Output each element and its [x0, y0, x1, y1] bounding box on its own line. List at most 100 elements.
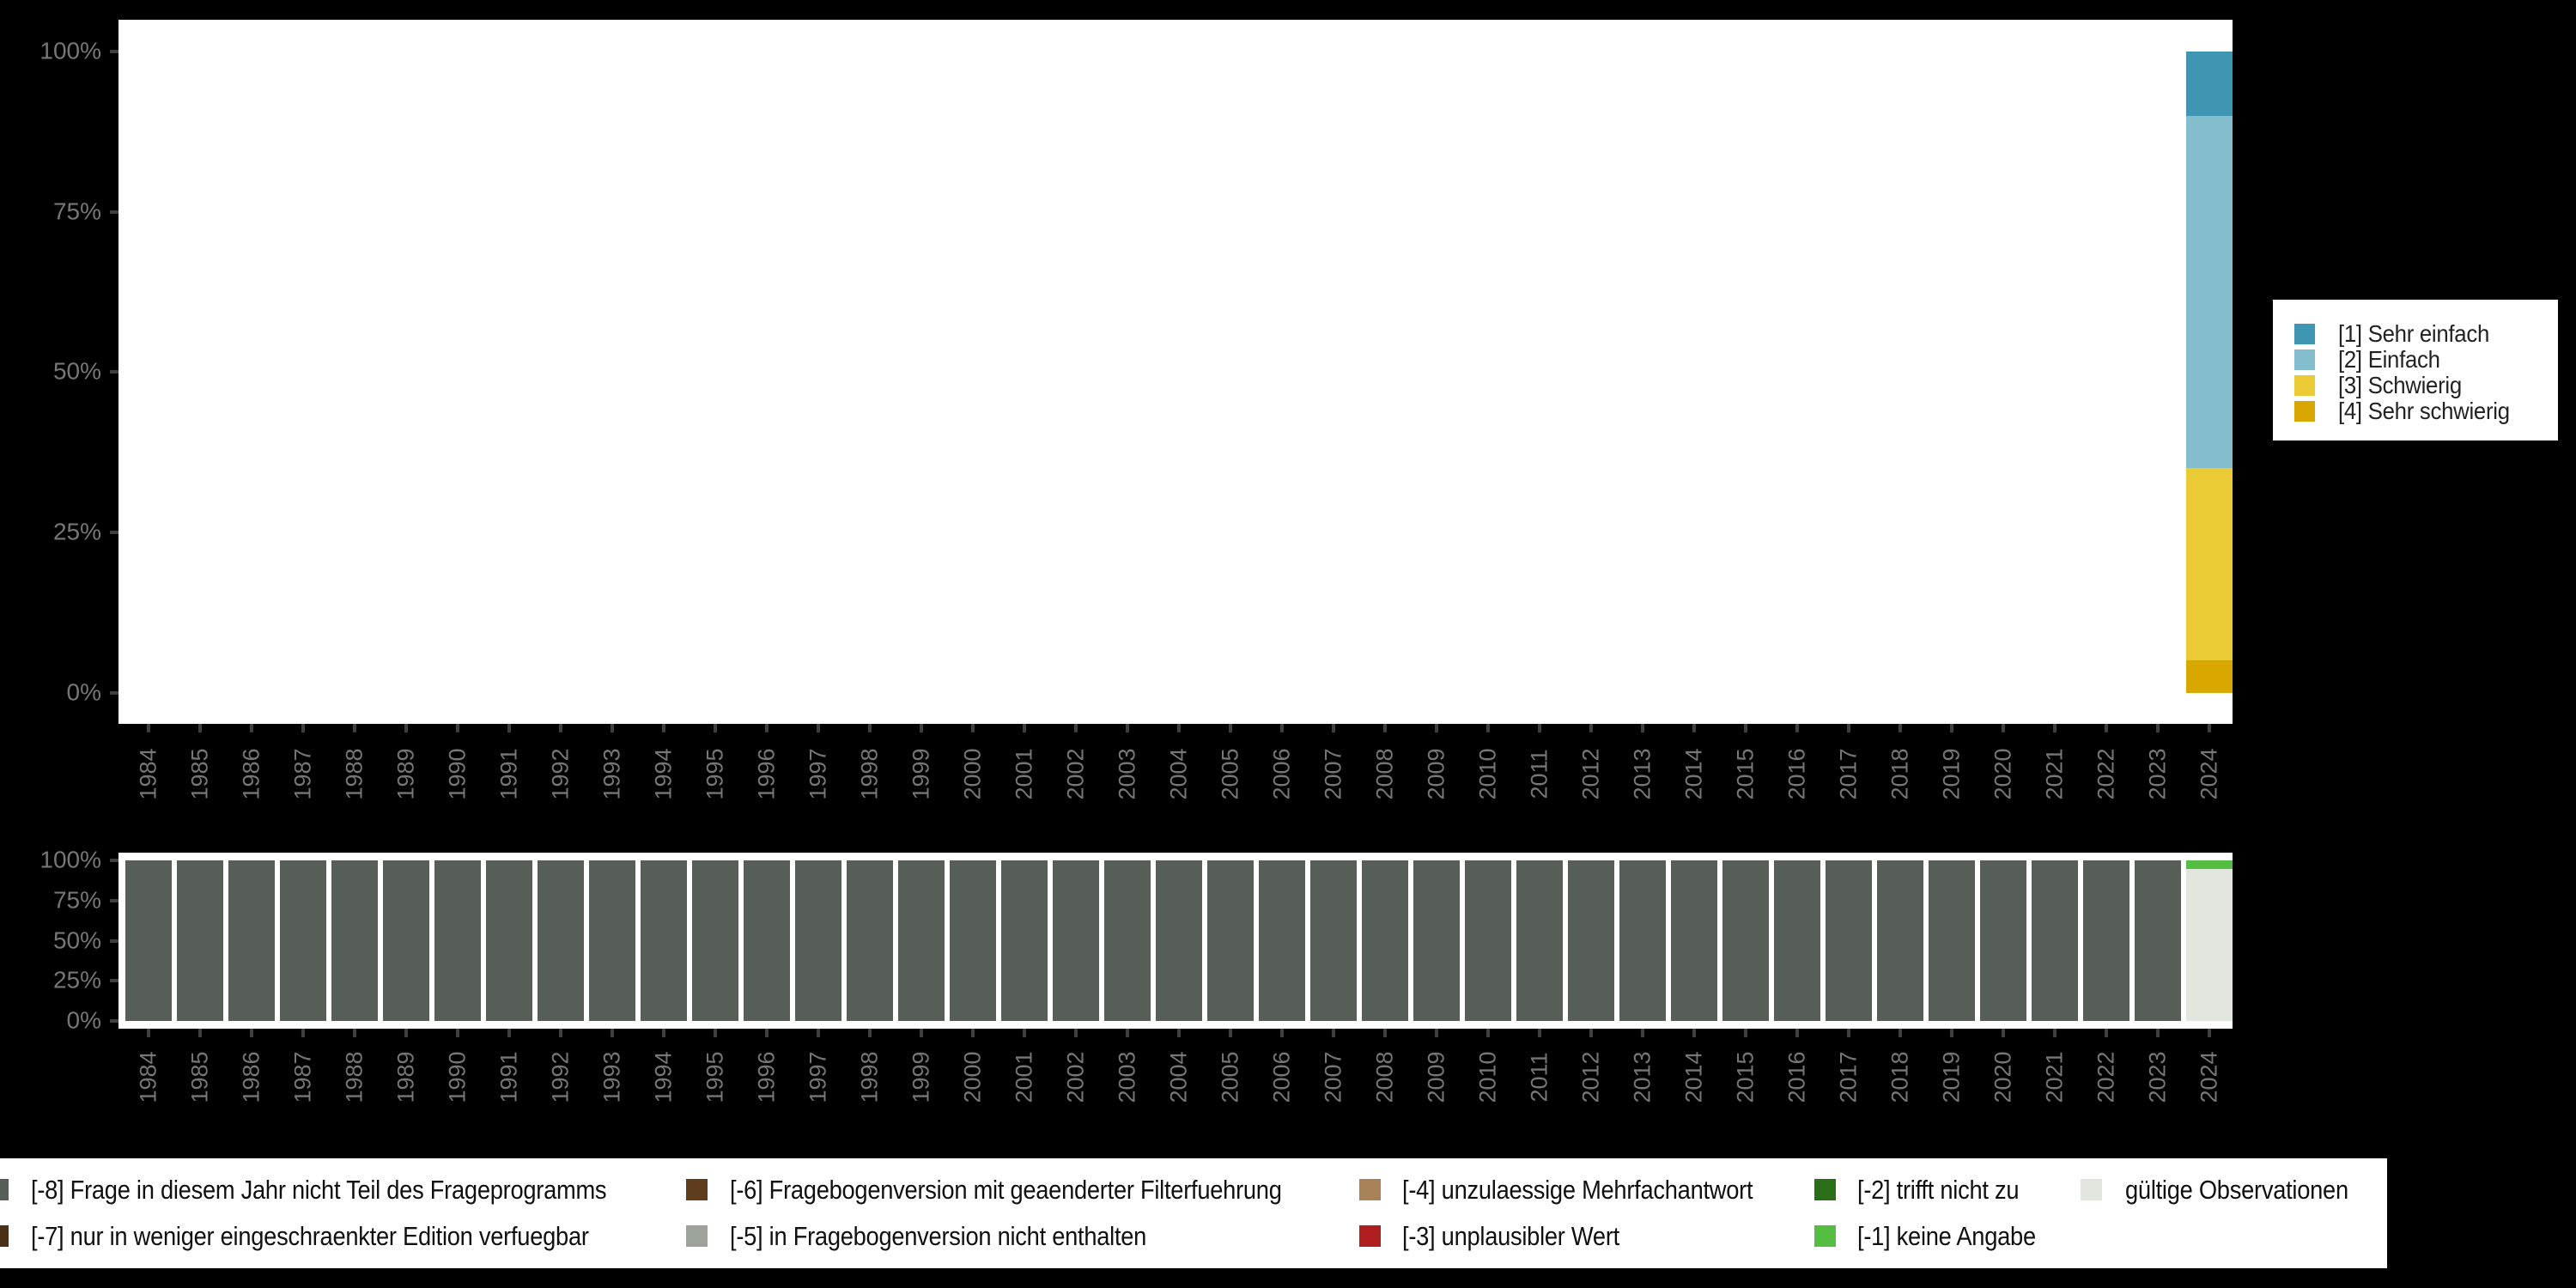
x-tick-mark: [507, 1029, 511, 1037]
x-tick-label: 1991: [495, 1051, 522, 1103]
x-tick-label: 2000: [959, 1051, 986, 1103]
y-tick-mark: [110, 859, 118, 863]
x-tick-label: 2013: [1629, 748, 1656, 800]
y-tick-mark: [110, 899, 118, 903]
legend-item-label: [2] Einfach: [2338, 346, 2440, 373]
bar-2003: [1104, 860, 1151, 1021]
x-tick-mark: [198, 1029, 202, 1037]
bar-2014-segment-0: [1671, 860, 1717, 1021]
bar-1997: [795, 860, 841, 1021]
x-tick-label: 2007: [1320, 1051, 1346, 1103]
x-tick-mark: [456, 724, 459, 732]
x-tick-mark: [2105, 724, 2108, 732]
y-tick-mark: [110, 370, 118, 374]
x-tick-mark: [1023, 724, 1026, 732]
missings-legend: [-8] Frage in diesem Jahr nicht Teil des…: [0, 1158, 2387, 1268]
bar-2018-segment-0: [1877, 860, 1923, 1021]
bar-2011-segment-0: [1516, 860, 1563, 1021]
legend-item-label: [1] Sehr einfach: [2338, 320, 2490, 347]
x-tick-mark: [250, 1029, 253, 1037]
x-tick-mark: [2156, 1029, 2160, 1037]
x-tick-label: 1995: [702, 1051, 728, 1103]
x-tick-mark: [198, 724, 202, 732]
bar-2019-segment-0: [1929, 860, 1975, 1021]
x-tick-mark: [559, 1029, 562, 1037]
x-tick-mark: [2053, 724, 2057, 732]
bar-2016: [1774, 860, 1820, 1021]
x-tick-mark: [1126, 724, 1129, 732]
bar-1997-segment-0: [795, 860, 841, 1021]
x-tick-label: 1996: [753, 748, 780, 800]
x-tick-mark: [2105, 1029, 2108, 1037]
x-tick-label: 2022: [2093, 1051, 2119, 1103]
x-tick-mark: [1589, 1029, 1593, 1037]
bar-1987-segment-0: [280, 860, 326, 1021]
x-tick-label: 2021: [2041, 748, 2068, 800]
x-tick-label: 1986: [238, 1051, 264, 1103]
bar-1990-segment-0: [434, 860, 481, 1021]
x-tick-label: 2003: [1114, 748, 1140, 800]
x-tick-mark: [404, 724, 408, 732]
bar-2005: [1207, 860, 1254, 1021]
bar-2014: [1671, 860, 1717, 1021]
x-tick-mark: [868, 724, 872, 732]
x-tick-mark: [1177, 724, 1181, 732]
x-tick-mark: [353, 1029, 356, 1037]
legend-color-swatch: [2294, 349, 2315, 370]
legend-item-label: [-1] keine Angabe: [1857, 1221, 2036, 1251]
bar-2001: [1001, 860, 1048, 1021]
x-tick-label: 2003: [1114, 1051, 1140, 1103]
x-tick-label: 1997: [805, 1051, 831, 1103]
bar-1998: [847, 860, 893, 1021]
x-tick-mark: [1899, 724, 1902, 732]
bar-1985-segment-0: [177, 860, 223, 1021]
x-tick-mark: [1692, 1029, 1696, 1037]
x-tick-label: 2006: [1268, 1051, 1295, 1103]
bar-2017-segment-0: [1826, 860, 1872, 1021]
bar-2009: [1413, 860, 1460, 1021]
x-tick-label: 2018: [1886, 1051, 1913, 1103]
bar-2024: [2186, 52, 2233, 693]
bar-2013-segment-0: [1619, 860, 1666, 1021]
y-tick-label: 50%: [52, 357, 101, 385]
x-tick-mark: [662, 1029, 665, 1037]
x-tick-mark: [1538, 1029, 1541, 1037]
x-tick-mark: [2002, 1029, 2005, 1037]
y-tick-label: 100%: [39, 37, 101, 64]
x-tick-label: 1992: [547, 1051, 574, 1103]
bar-2000: [950, 860, 996, 1021]
bar-1991-segment-0: [486, 860, 532, 1021]
x-tick-mark: [1435, 724, 1438, 732]
bar-2024-segment-8: [2186, 868, 2233, 1021]
x-tick-label: 1989: [392, 748, 419, 800]
bar-2012-segment-0: [1568, 860, 1614, 1021]
x-tick-label: 1998: [856, 1051, 883, 1103]
legend-item-label: [-3] unplausibler Wert: [1402, 1221, 1619, 1251]
bar-2018: [1877, 860, 1923, 1021]
legend-item-label: gültige Observationen: [2125, 1175, 2348, 1205]
bar-1996: [744, 860, 790, 1021]
legend-color-swatch: [2294, 375, 2315, 396]
bar-2000-segment-0: [950, 860, 996, 1021]
x-tick-mark: [2156, 724, 2160, 732]
x-tick-mark: [2208, 1029, 2211, 1037]
x-tick-mark: [1435, 1029, 1438, 1037]
difficulty-legend: [1] Sehr einfach [2] Einfach [3] Schwierig…: [2273, 300, 2558, 440]
x-tick-mark: [353, 724, 356, 732]
legend-item-label: [-8] Frage in diesem Jahr nicht Teil des…: [31, 1175, 607, 1205]
bar-1995: [692, 860, 738, 1021]
x-tick-label: 2004: [1165, 748, 1192, 800]
bar-1986-segment-0: [228, 860, 275, 1021]
x-tick-label: 2020: [1990, 748, 2016, 800]
y-tick-label: 0%: [66, 1006, 101, 1034]
bar-2001-segment-0: [1001, 860, 1048, 1021]
x-tick-label: 2004: [1165, 1051, 1192, 1103]
x-tick-mark: [1950, 1029, 1953, 1037]
bar-1989-segment-0: [383, 860, 429, 1021]
legend-color-swatch: [1814, 1179, 1836, 1200]
y-tick-mark: [110, 210, 118, 214]
x-tick-mark: [1074, 724, 1078, 732]
y-tick-mark: [110, 690, 118, 695]
x-tick-mark: [1641, 1029, 1644, 1037]
